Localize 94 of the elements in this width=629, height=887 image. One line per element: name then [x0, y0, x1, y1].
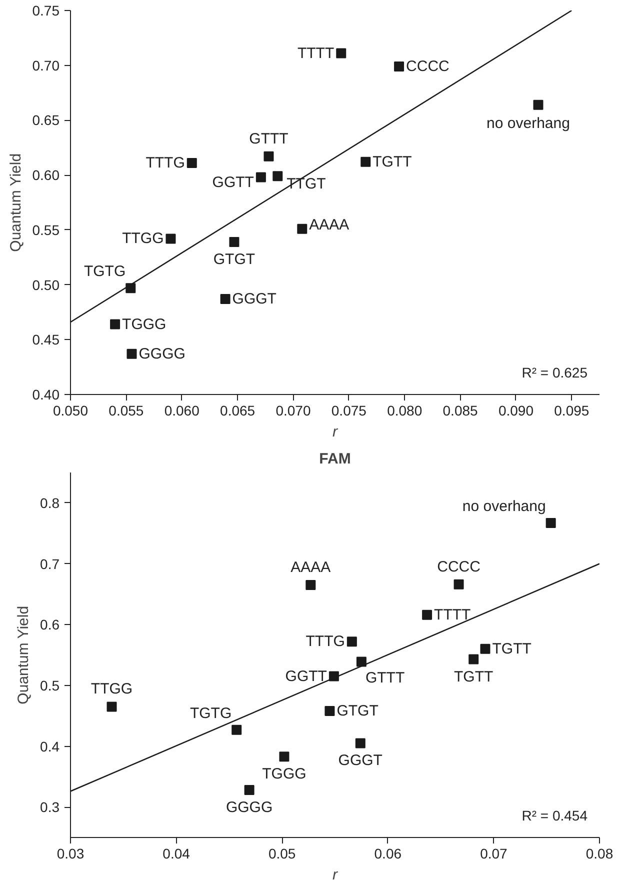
annotation: no overhang [462, 498, 546, 515]
y-tick-label: 0.75 [32, 2, 60, 18]
point [546, 518, 556, 528]
x-tick-label: 0.065 [220, 402, 256, 418]
point [346, 636, 357, 647]
point [394, 61, 404, 72]
y-tick-label: 0.40 [32, 386, 60, 402]
annotation: TGGG [122, 316, 166, 333]
annotation: no overhang [486, 114, 570, 132]
x-tick-label: 0.070 [276, 402, 311, 418]
point [232, 724, 242, 735]
point [480, 644, 490, 654]
chart-title: FAM [319, 450, 351, 468]
x-tick-label: 0.08 [586, 846, 614, 862]
x-tick-label: 0.07 [480, 846, 508, 862]
annotation: CCCC [406, 58, 450, 75]
y-tick-label: 0.6 [40, 616, 60, 633]
y-tick-label: 0.70 [32, 57, 60, 74]
y-tick-label: 0.65 [32, 112, 60, 128]
annotation: AAAA [309, 216, 350, 234]
point [454, 579, 464, 590]
annotation: TTTG [146, 154, 185, 172]
annotation: AAAA [290, 559, 331, 576]
y-tick-label: 0.60 [32, 167, 60, 184]
x-tick-label: 0.060 [164, 402, 200, 418]
annotation: TGTT [372, 153, 412, 170]
point [324, 706, 335, 716]
x-axis-title: r [332, 866, 338, 884]
annotation: TGTT [454, 668, 494, 686]
annotation: TTTG [306, 633, 345, 650]
annotation: GTTT [365, 670, 405, 687]
x-tick-label: 0.06 [374, 846, 402, 862]
annotation: GGGT [338, 752, 382, 770]
y-tick-label: 0.45 [32, 332, 60, 348]
point [256, 172, 266, 182]
point [126, 348, 137, 359]
point [244, 785, 254, 796]
annotation: TGTT [492, 640, 532, 658]
annotation: GTTT [249, 130, 288, 148]
annotation: R² = 0.454 [522, 808, 588, 824]
annotation: TTTT [434, 606, 471, 624]
point [422, 610, 432, 620]
y-tick-label: 0.55 [32, 222, 60, 238]
y-tick-label: 0.4 [40, 738, 60, 754]
annotation: GGTT [212, 174, 254, 191]
annotation: TGTG [190, 704, 232, 722]
y-tick-label: 0.5 [40, 677, 60, 694]
annotation: TGTG [84, 263, 126, 280]
point [279, 752, 290, 762]
point [220, 294, 230, 304]
point [533, 100, 544, 110]
annotation: GGTT [285, 668, 327, 685]
point [166, 234, 176, 244]
x-tick-label: 0.095 [554, 402, 590, 418]
x-axis-title: r [332, 424, 338, 440]
annotation: TTGG [122, 230, 164, 248]
annotation: TGGG [262, 766, 306, 783]
point [356, 656, 366, 667]
point [186, 158, 197, 168]
annotation: TTGG [90, 680, 133, 698]
y-tick-label: 0.7 [40, 556, 60, 572]
x-tick-label: 0.075 [331, 402, 367, 418]
point [336, 48, 346, 58]
annotation: CCCC [437, 558, 481, 576]
y-tick-label: 0.50 [32, 276, 60, 293]
y-axis-title: Quantum Yield [7, 153, 24, 252]
annotation: GTGT [213, 250, 256, 268]
point [297, 224, 308, 234]
x-tick-label: 0.04 [162, 846, 190, 862]
y-tick-label: 0.3 [40, 799, 60, 816]
point [264, 151, 274, 162]
x-tick-label: 0.055 [108, 402, 144, 418]
x-tick-label: 0.05 [268, 846, 296, 862]
annotation: GGGT [232, 290, 276, 308]
x-tick-label: 0.080 [387, 402, 422, 418]
point [355, 738, 366, 748]
y-tick-label: 0.8 [40, 494, 60, 511]
annotation: GGGG [226, 799, 273, 816]
y-axis-title: Quantum Yield [15, 606, 32, 704]
point [306, 580, 316, 590]
annotation: TTTT [297, 44, 334, 62]
x-tick-label: 0.03 [56, 846, 84, 862]
point [272, 171, 283, 182]
point [360, 156, 371, 167]
x-tick-label: 0.085 [442, 402, 478, 418]
x-tick-label: 0.090 [498, 402, 534, 418]
annotation: GGGG [138, 345, 186, 362]
annotation: GTGT [336, 702, 378, 720]
point [106, 702, 117, 712]
point [110, 319, 120, 330]
annotation: R² = 0.625 [522, 364, 588, 380]
x-tick-label: 0.050 [52, 402, 88, 418]
point [468, 654, 479, 664]
point [229, 236, 240, 247]
